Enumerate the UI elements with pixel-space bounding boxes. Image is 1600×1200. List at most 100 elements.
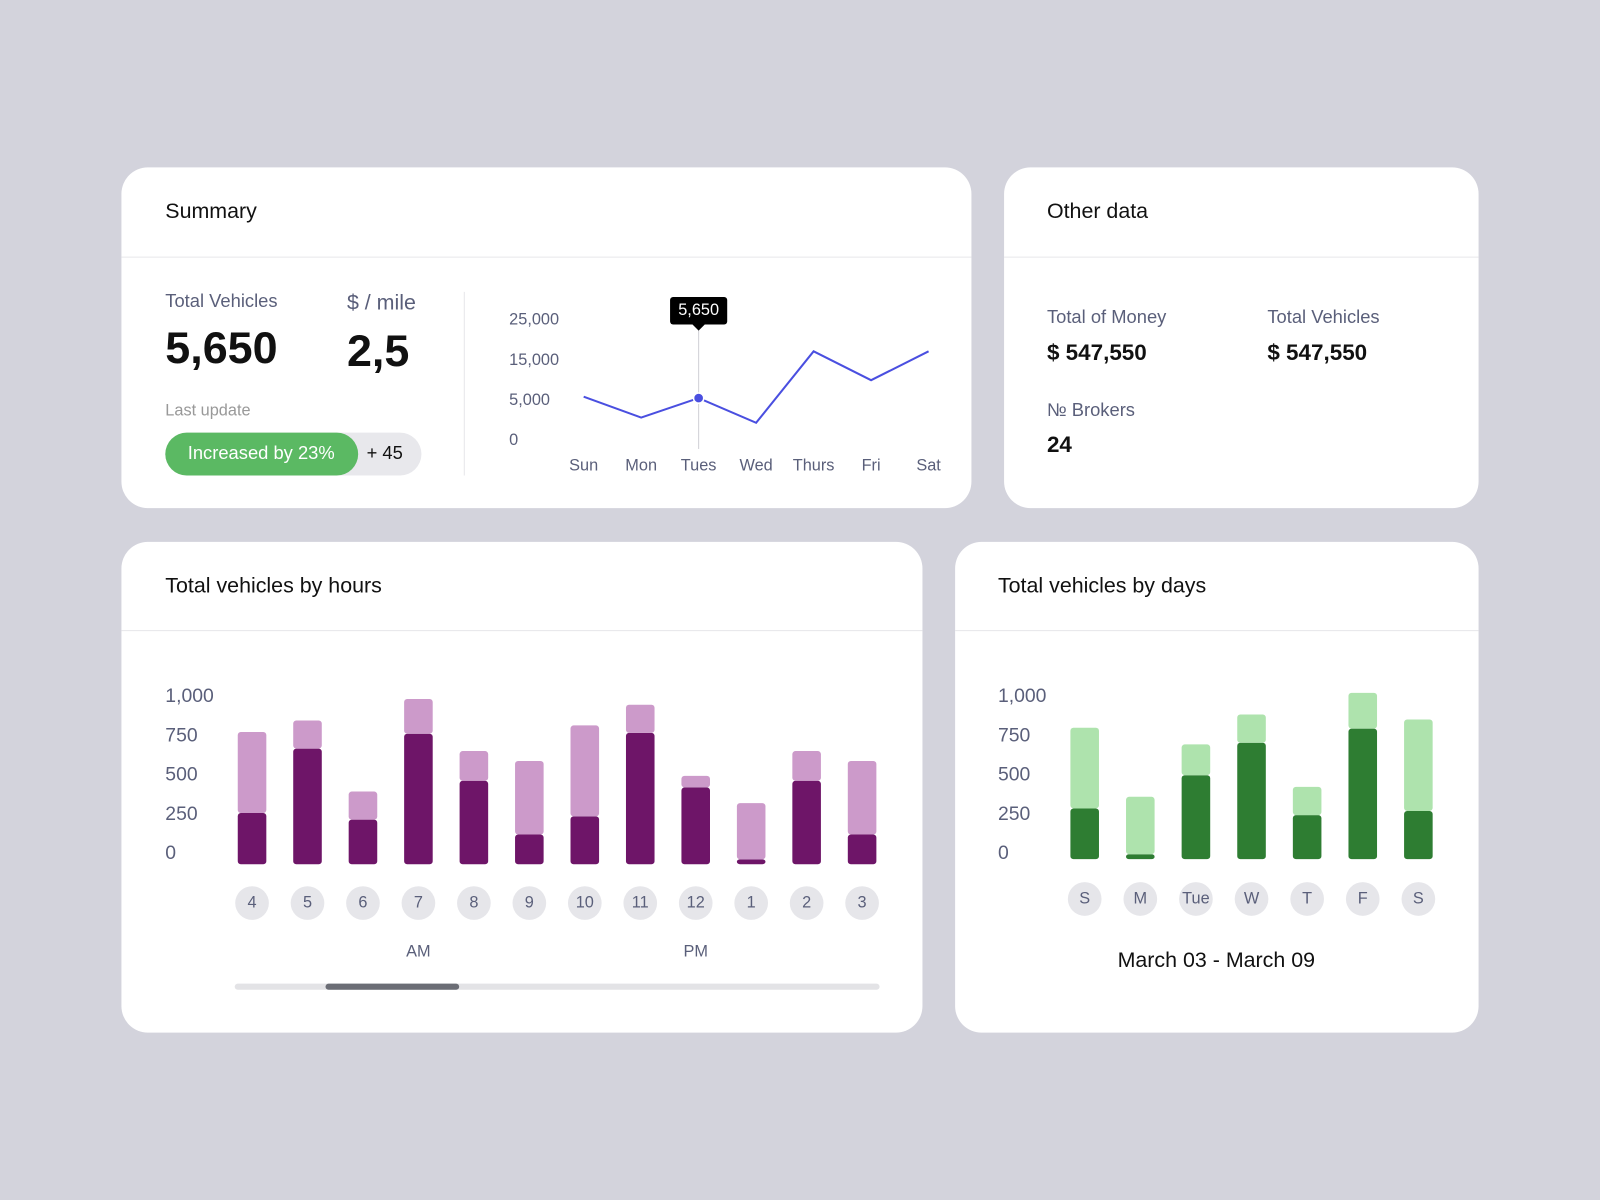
x-tick-label: Fri [862,457,881,475]
x-tick-label: Tue [1182,889,1210,907]
category-chip [789,886,824,920]
line [583,350,930,424]
x-tick-label: 7 [414,893,423,911]
y-tick-label: 1,000 [998,685,1047,707]
bar-segment [1181,744,1211,776]
category-chip [1234,882,1269,916]
x-tick-label: Mon [625,457,657,475]
badge [165,432,359,476]
bar-segment [1237,742,1266,860]
tooltip-text: 5,650 [678,301,719,319]
x-tick-label: T [1302,889,1312,907]
bar-segment [792,751,821,781]
bar-segment [1126,796,1155,855]
label: Total Vehicles [165,290,277,311]
x-tick-label: Wed [739,457,772,475]
y-tick-label: 500 [165,764,198,786]
bar-segment [681,775,710,788]
bar-segment [348,791,378,820]
bar-segment [404,698,433,734]
bar-segment [792,780,821,865]
x-tick-label: 4 [248,893,257,911]
value: $ 547,550 [1047,340,1147,365]
category-chip [567,886,602,920]
bar-segment [1404,810,1433,860]
category-chip [401,886,436,920]
tooltip [670,296,728,325]
card [121,167,972,509]
badge-extra: + 45 [367,442,403,463]
badge-text: Increased by 23% [188,442,335,463]
bar-segment [1070,727,1099,809]
x-tick-label: Thurs [793,457,835,475]
x-tick-label: 3 [858,893,867,911]
bar-segment [1348,692,1378,729]
bar-segment [1348,728,1378,860]
x-tick-label: 1 [747,893,756,911]
bar-segment [847,834,877,865]
bar-segment [736,859,766,865]
category-chip [1123,882,1158,916]
y-tick-label: 5,000 [509,391,550,409]
bar-segment [237,813,267,865]
scrollbar-thumb[interactable] [325,983,460,990]
card-title: Total vehicles by days [998,573,1206,597]
x-tick-label: W [1244,889,1260,907]
bar-segment [681,787,710,865]
category-chip [1345,882,1380,916]
x-tick-label: Tues [681,457,717,475]
y-tick-label: 0 [165,842,176,864]
bar-segment [1237,714,1266,743]
bar-segment [1292,815,1322,860]
bar-segment [1126,854,1155,860]
value: $ 547,550 [1267,340,1367,365]
bar-segment [515,760,544,835]
category-chip [845,886,879,920]
tooltip-arrow [692,324,705,331]
point [692,392,705,404]
x-tick-label: 2 [802,893,811,911]
bar-segment [1292,786,1322,816]
category-chip [734,886,769,920]
bar-segment [1070,808,1099,860]
chart-subtitle: March 03 - March 09 [1118,948,1316,972]
card-title: Summary [165,199,257,223]
y-tick-label: 25,000 [509,311,559,329]
x-tick-label: F [1358,889,1368,907]
category-chip [1401,882,1436,916]
card-title: Other data [1047,199,1148,223]
x-tick-label: S [1413,889,1424,907]
card-title: Total vehicles by hours [165,573,382,597]
bar-segment [1404,719,1433,811]
y-tick-label: 0 [998,842,1009,864]
category-chip [290,886,325,920]
group-label: AM [406,942,430,960]
x-tick-label: 8 [469,893,478,911]
y-tick-label: 1,000 [165,685,214,707]
x-tick-label: 6 [358,893,367,911]
label: Total Vehicles [1267,306,1379,327]
bar-segment [625,732,655,865]
x-tick-label: 11 [632,893,649,911]
category-chip [457,886,491,920]
bar-segment [570,725,600,817]
bar-segment [736,803,766,860]
category-chip [346,886,380,920]
x-tick-label: M [1134,889,1148,907]
y-tick-label: 250 [165,803,198,825]
category-chip [512,886,547,920]
x-tick-label: Sun [569,457,598,475]
label: $ / mile [347,291,416,315]
x-tick-label: Sat [916,457,941,475]
label: Total of Money [1047,306,1167,327]
y-tick-label: 500 [998,764,1031,786]
category-chip [1290,882,1324,916]
stat: 5,650 [165,322,277,373]
bar-segment [1181,775,1211,860]
category-chip [678,886,713,920]
bar-segment [293,720,322,749]
category-chip [1179,882,1213,916]
group-label: PM [683,942,707,960]
